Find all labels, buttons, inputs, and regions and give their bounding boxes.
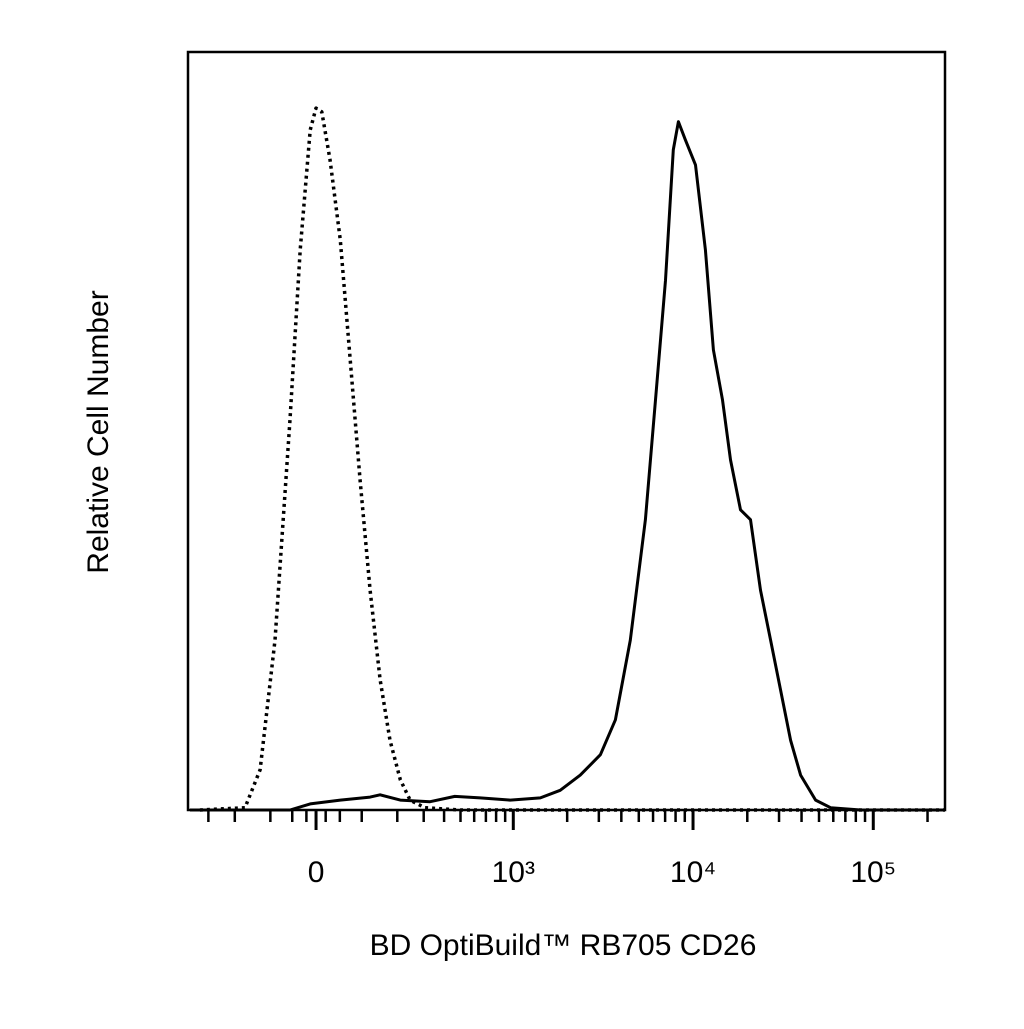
- x-tick-label: 0: [308, 856, 325, 889]
- histogram-line: [199, 106, 945, 812]
- y-axis-label: Relative Cell Number: [82, 290, 115, 573]
- x-tick-label: 10³: [492, 856, 535, 889]
- x-tick-label: 10⁵: [850, 856, 896, 889]
- histogram-line: [190, 120, 945, 812]
- x-tick-label: 10⁴: [670, 856, 716, 889]
- x-axis-label: BD OptiBuild™ RB705 CD26: [370, 929, 757, 962]
- plot-frame: [186, 50, 947, 812]
